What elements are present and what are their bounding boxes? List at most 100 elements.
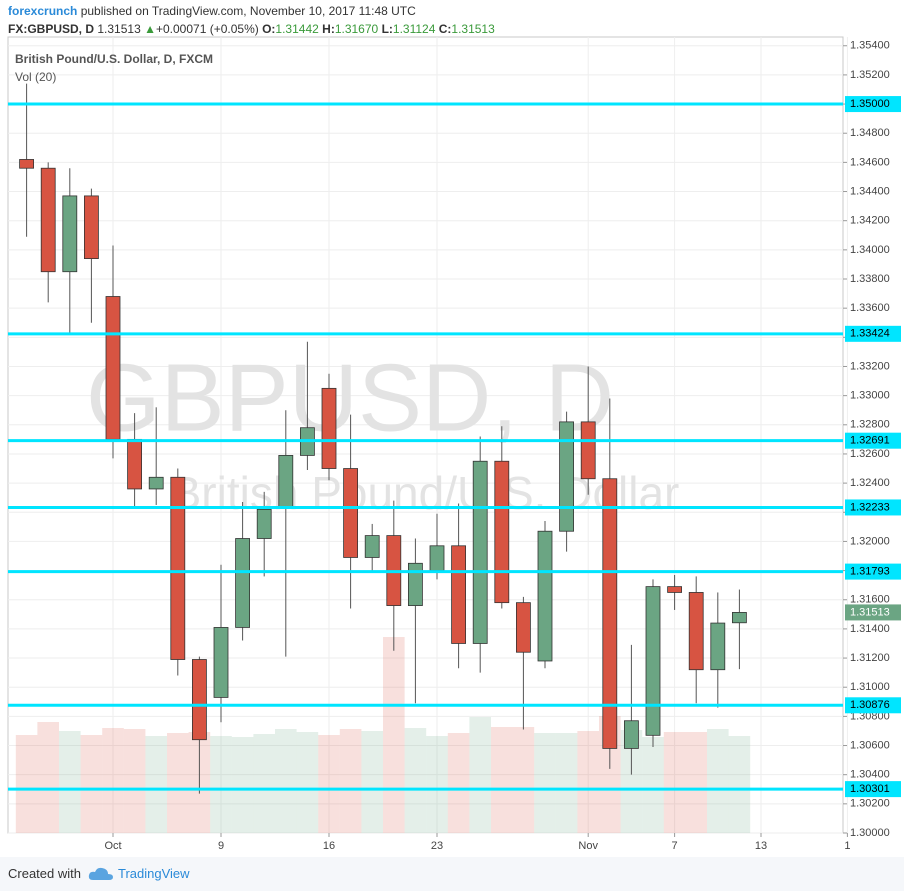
watermark-symbol: GBPUSD, D bbox=[86, 344, 614, 451]
brand[interactable]: TradingView bbox=[118, 866, 190, 881]
candle-body bbox=[710, 622, 726, 671]
x-tick-label: 1 bbox=[844, 840, 850, 852]
y-tick-label: 1.32000 bbox=[850, 535, 890, 547]
volume-bar bbox=[404, 728, 427, 833]
volume-bar bbox=[123, 729, 146, 833]
candle-body bbox=[170, 476, 186, 660]
volume-bar bbox=[534, 733, 556, 833]
symbol: FX:GBPUSD, D bbox=[8, 22, 95, 36]
y-tick-label: 1.34000 bbox=[850, 244, 890, 256]
candle-body bbox=[364, 535, 380, 558]
candle-body bbox=[472, 460, 488, 644]
x-tick-label: 23 bbox=[431, 840, 443, 852]
y-tick-label: 1.30400 bbox=[850, 769, 890, 781]
x-tick-label: 16 bbox=[323, 840, 335, 852]
publish-line: forexcrunch published on TradingView.com… bbox=[8, 2, 495, 20]
x-tick-label: 7 bbox=[672, 840, 678, 852]
price: 1.31513 bbox=[97, 22, 141, 36]
author[interactable]: forexcrunch bbox=[8, 4, 78, 18]
candle-body bbox=[602, 478, 618, 749]
level-label-box bbox=[845, 96, 901, 113]
y-tick-label: 1.35400 bbox=[850, 40, 890, 52]
header: forexcrunch published on TradingView.com… bbox=[8, 2, 495, 38]
x-tick-label: 9 bbox=[218, 840, 224, 852]
volume-bar bbox=[642, 737, 664, 833]
volume-bar bbox=[15, 735, 38, 833]
h: 1.31670 bbox=[334, 22, 379, 36]
y-tick-label: 1.34400 bbox=[850, 185, 890, 197]
volume-bar bbox=[253, 734, 275, 833]
volume-bar bbox=[361, 731, 383, 833]
candle-body bbox=[278, 455, 294, 507]
l-label: L: bbox=[381, 22, 393, 36]
volume-bar bbox=[663, 732, 686, 833]
candle-body bbox=[343, 468, 359, 558]
x-tick-label: Nov bbox=[578, 840, 598, 852]
cloud-icon bbox=[88, 867, 113, 880]
volume-bar bbox=[685, 732, 707, 833]
level-label-box bbox=[845, 325, 901, 342]
candle-body bbox=[105, 296, 121, 440]
candle-body bbox=[256, 508, 272, 539]
last-price-box bbox=[845, 604, 901, 621]
y-tick-label: 1.35200 bbox=[850, 69, 890, 81]
y-tick-label: 1.34200 bbox=[850, 215, 890, 227]
y-tick-label: 1.33800 bbox=[850, 273, 890, 285]
candle-body bbox=[62, 195, 78, 273]
y-tick-label: 1.31200 bbox=[850, 652, 890, 664]
o: 1.31442 bbox=[275, 22, 319, 36]
y-tick-label: 1.31400 bbox=[850, 623, 890, 635]
volume-bar bbox=[231, 737, 254, 833]
volume-bar bbox=[339, 729, 362, 833]
candle-body bbox=[645, 586, 661, 736]
level-label: 1.35000 bbox=[850, 98, 890, 110]
y-tick-label: 1.32800 bbox=[850, 419, 890, 431]
quote-line: FX:GBPUSD, D 1.31513 ▲+0.00071 (+0.05%) … bbox=[8, 20, 495, 38]
volume-bar bbox=[167, 733, 189, 833]
volume-bar bbox=[620, 730, 643, 833]
change: +0.00071 (+0.05%) bbox=[155, 22, 259, 36]
level-label: 1.31793 bbox=[850, 566, 890, 578]
y-tick-label: 1.33000 bbox=[850, 390, 890, 402]
level-label-box bbox=[845, 697, 901, 714]
candle-body bbox=[667, 586, 682, 593]
candle-body bbox=[688, 592, 704, 671]
candle-body bbox=[451, 545, 467, 644]
chart-title: British Pound/U.S. Dollar, D, FXCM bbox=[15, 52, 213, 66]
y-tick-label: 1.32600 bbox=[850, 448, 890, 460]
volume-bar bbox=[577, 731, 599, 833]
footer: Created with TradingView bbox=[0, 857, 904, 891]
candle-body bbox=[624, 720, 639, 749]
volume-bar bbox=[491, 727, 513, 833]
candle-body bbox=[407, 562, 423, 606]
level-label: 1.30301 bbox=[850, 783, 890, 795]
l: 1.31124 bbox=[392, 22, 436, 36]
created-with: Created with bbox=[8, 866, 81, 881]
volume-bar bbox=[296, 732, 319, 833]
volume-label: Vol (20) bbox=[15, 70, 56, 84]
level-label: 1.33424 bbox=[850, 328, 890, 340]
x-tick-label: Oct bbox=[104, 840, 121, 852]
volume-bar bbox=[145, 736, 167, 833]
level-label-box bbox=[845, 563, 901, 580]
candle-body bbox=[127, 438, 142, 490]
level-label: 1.32691 bbox=[850, 435, 890, 447]
candle-body bbox=[494, 460, 510, 604]
candle-body bbox=[213, 627, 229, 698]
level-label-box bbox=[845, 432, 901, 449]
candle-body bbox=[321, 387, 337, 469]
volume-bar bbox=[37, 722, 59, 833]
volume-bar bbox=[210, 736, 232, 833]
level-label: 1.30876 bbox=[850, 699, 890, 711]
y-tick-label: 1.30200 bbox=[850, 798, 890, 810]
x-tick-label: 13 bbox=[755, 840, 767, 852]
volume-bar bbox=[707, 729, 729, 833]
level-label: 1.32233 bbox=[850, 501, 890, 513]
level-label-box bbox=[845, 499, 901, 516]
candle-body bbox=[559, 421, 574, 532]
chart: GBPUSD, D British Pound/U.S. Dollar Brit… bbox=[7, 36, 901, 852]
volume-bar bbox=[447, 733, 470, 833]
volume-bar bbox=[275, 729, 297, 833]
published: published on TradingView.com, November 1… bbox=[80, 4, 416, 18]
